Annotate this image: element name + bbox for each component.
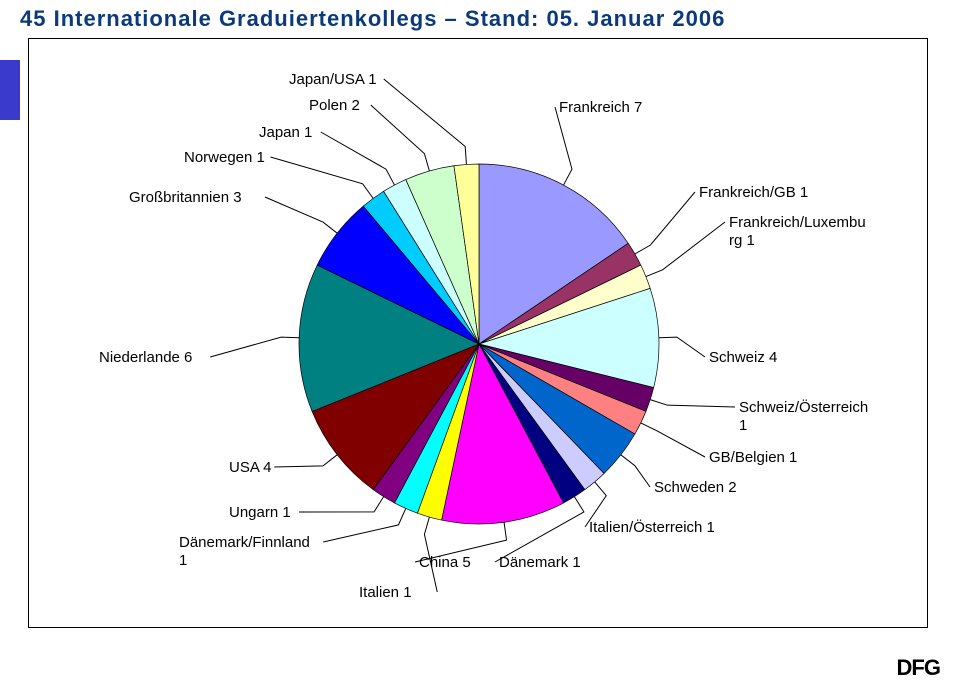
- slice-label: Frankreich/Luxembu rg 1: [729, 214, 866, 250]
- leader-line: [659, 337, 705, 357]
- slice-label: Dänemark/Finnland 1: [179, 534, 310, 570]
- slice-label: Italien/Österreich 1: [589, 519, 715, 537]
- slice-label: Italien 1: [359, 584, 412, 602]
- chart-frame: Frankreich 7 Frankreich/GB 1 Frankreich/Lu…: [28, 38, 928, 628]
- slice-label: Schweden 2: [654, 479, 737, 497]
- slice-label: Japan 1: [259, 124, 312, 142]
- slice-label: Großbritannien 3: [129, 189, 242, 207]
- leader-line: [371, 105, 430, 171]
- slice-label: Frankreich 7: [559, 99, 642, 117]
- slice-label: Frankreich/GB 1: [699, 184, 808, 202]
- leader-line: [265, 197, 337, 233]
- pie-chart: Frankreich 7 Frankreich/GB 1 Frankreich/Lu…: [29, 39, 927, 627]
- slice-label: Ungarn 1: [229, 504, 291, 522]
- slice-label: USA 4: [229, 459, 272, 477]
- sidebar-block: [0, 60, 20, 120]
- slice-label: Dänemark 1: [499, 554, 581, 572]
- page-title: 45 Internationale Graduiertenkollegs – S…: [20, 6, 725, 32]
- slice-label: GB/Belgien 1: [709, 449, 797, 467]
- slice-label: China 5: [419, 554, 471, 572]
- leader-line: [635, 192, 695, 254]
- leader-line: [321, 132, 395, 185]
- slice-label: Japan/USA 1: [289, 71, 377, 89]
- dfg-logo: DFG: [897, 655, 940, 681]
- leader-line: [621, 455, 650, 487]
- leader-line: [271, 157, 374, 198]
- leader-line: [646, 222, 725, 277]
- slice-label: Niederlande 6: [99, 349, 192, 367]
- leader-line: [274, 455, 337, 467]
- leader-line: [323, 508, 406, 542]
- leader-line: [650, 400, 735, 407]
- leader-line: [384, 79, 467, 164]
- leader-line: [555, 107, 572, 185]
- slice-label: Polen 2: [309, 97, 360, 115]
- slice-label: Norwegen 1: [184, 149, 265, 167]
- leader-line: [210, 337, 299, 357]
- slice-label: Schweiz/Österreich 1: [739, 399, 868, 435]
- slice-label: Schweiz 4: [709, 349, 777, 367]
- leader-line: [299, 497, 384, 512]
- leader-line: [641, 423, 705, 457]
